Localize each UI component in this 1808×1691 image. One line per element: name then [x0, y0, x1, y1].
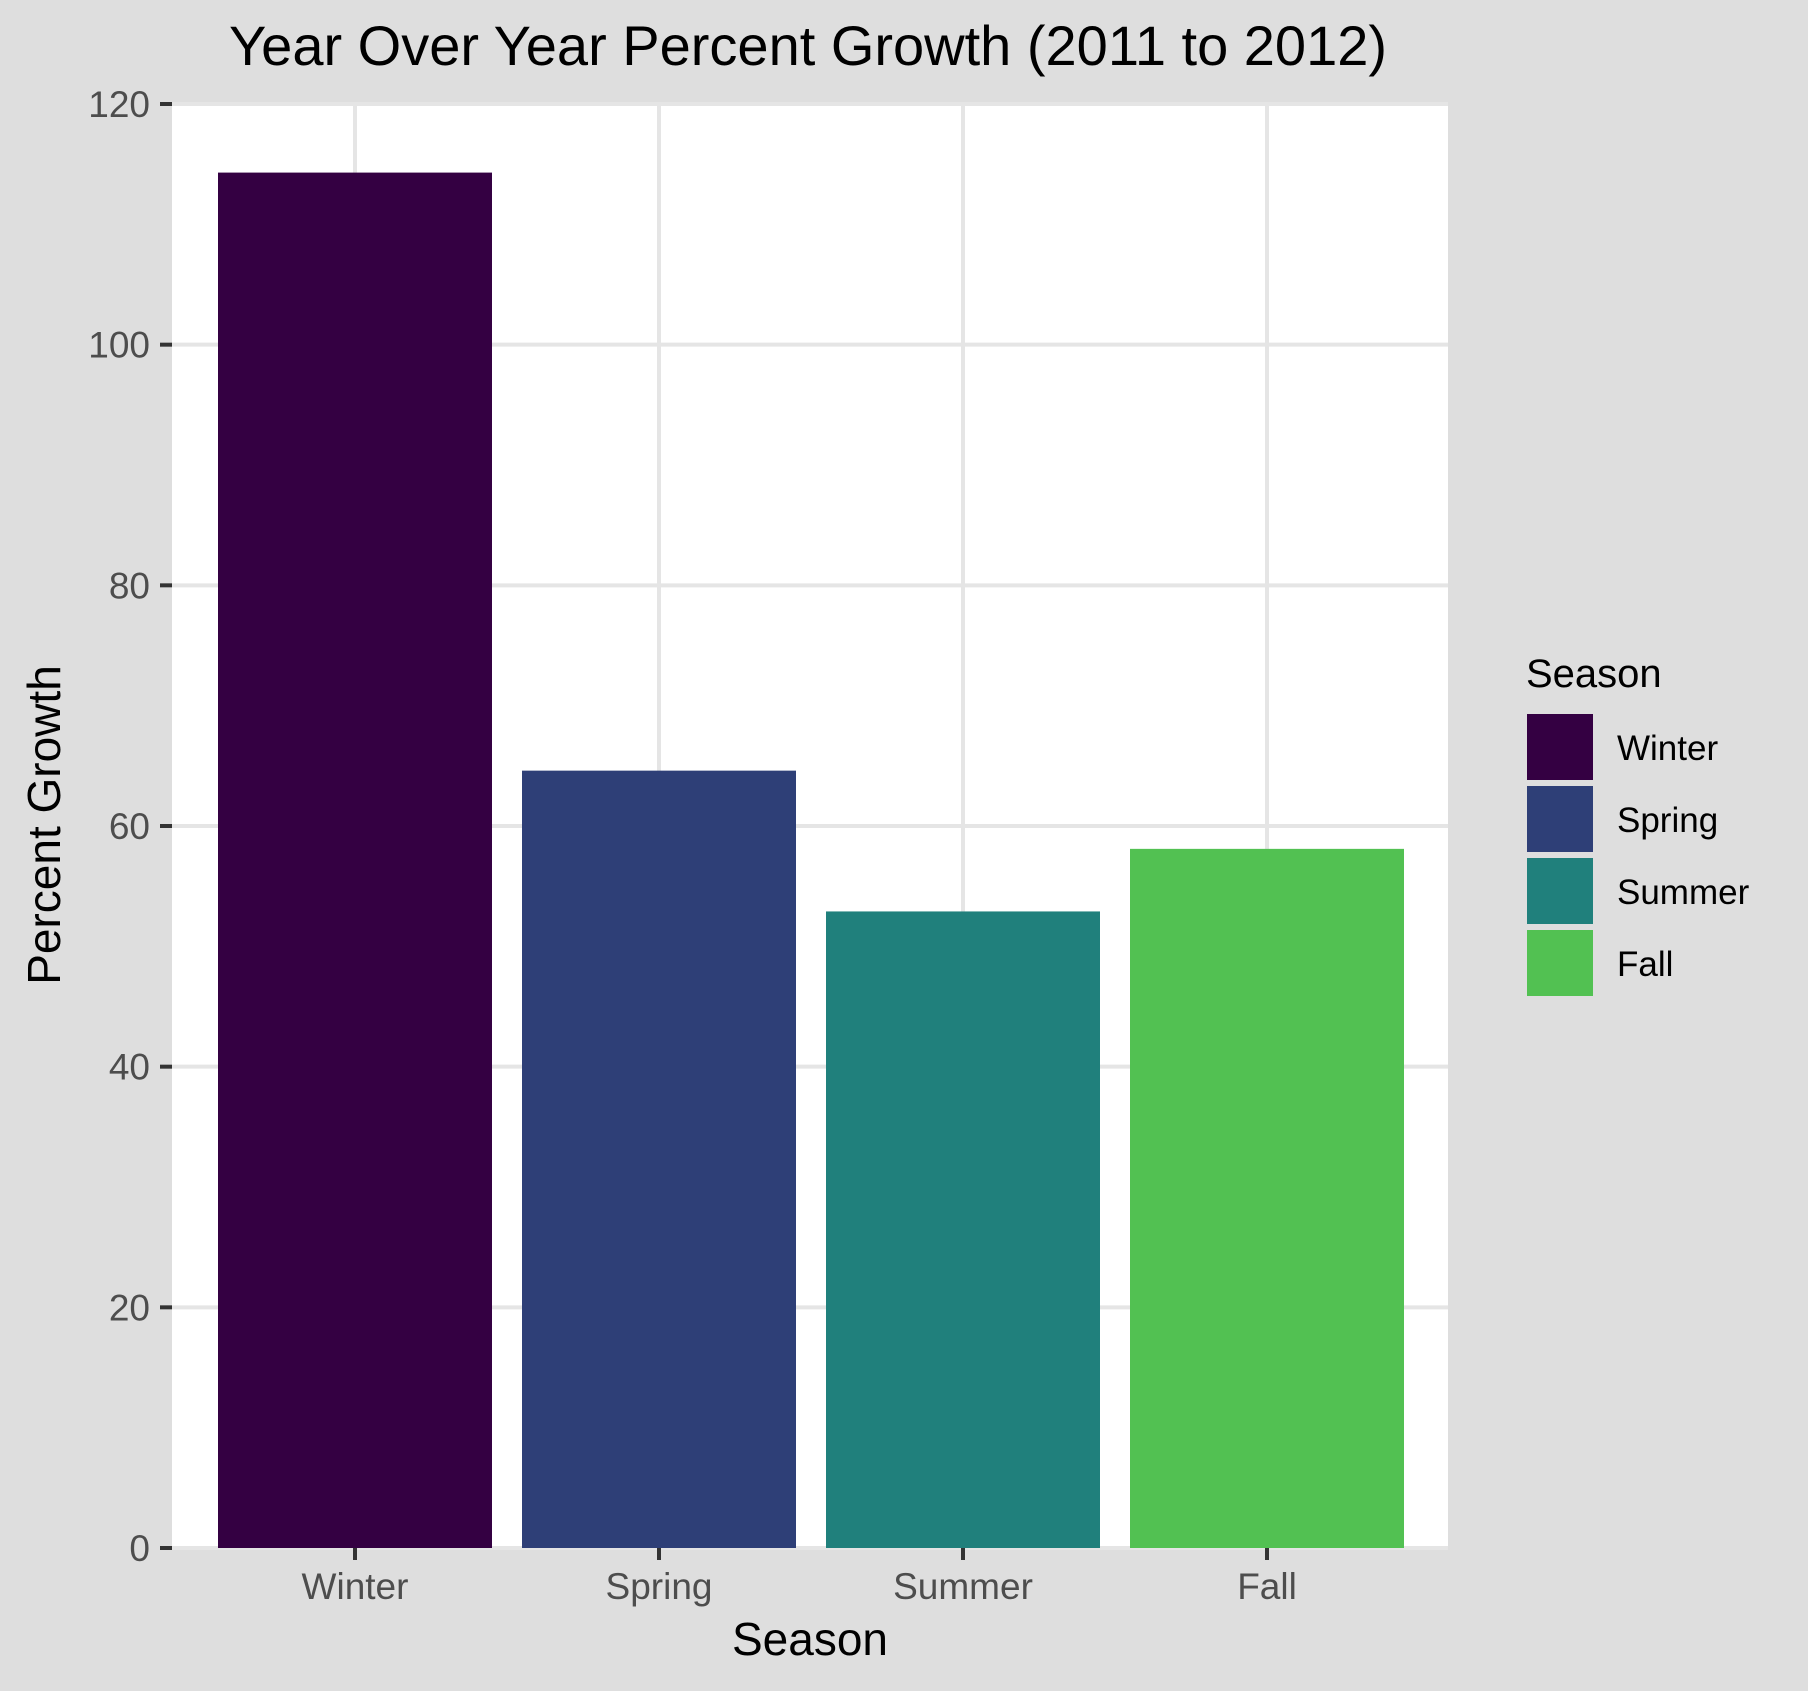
legend-label: Spring — [1617, 801, 1718, 840]
x-axis: Winter Spring Summer Fall — [302, 1548, 1297, 1607]
y-tick-label: 40 — [109, 1047, 150, 1088]
legend-title: Season — [1526, 652, 1662, 696]
legend-key-summer — [1527, 858, 1593, 924]
y-tick-label: 0 — [129, 1528, 150, 1569]
bars — [218, 172, 1404, 1549]
bar-summer — [826, 911, 1100, 1548]
bar-winter — [218, 172, 492, 1549]
legend-key-spring — [1527, 786, 1593, 852]
legend-label: Winter — [1617, 729, 1718, 768]
y-tick-label: 60 — [109, 806, 150, 847]
y-tick-label: 20 — [109, 1287, 150, 1328]
legend-key-fall — [1527, 930, 1593, 996]
bar-spring — [522, 770, 796, 1548]
legend-label: Fall — [1617, 945, 1673, 984]
chart-title: Year Over Year Percent Growth (2011 to 2… — [229, 14, 1387, 77]
y-tick-label: 80 — [109, 565, 150, 606]
y-axis: 0 20 40 60 80 100 120 — [88, 84, 172, 1569]
legend-key-winter — [1527, 714, 1593, 780]
x-tick-label: Winter — [302, 1566, 409, 1607]
y-tick-label: 120 — [88, 84, 150, 125]
legend: Season Winter Spring Summer Fall — [1526, 652, 1750, 996]
legend-label: Summer — [1617, 873, 1750, 912]
bar-fall — [1130, 848, 1404, 1548]
x-axis-title: Season — [732, 1613, 888, 1665]
x-tick-label: Summer — [893, 1566, 1033, 1607]
x-tick-label: Spring — [606, 1566, 713, 1607]
y-tick-label: 100 — [88, 325, 150, 366]
y-axis-title: Percent Growth — [18, 665, 70, 985]
x-tick-label: Fall — [1237, 1566, 1297, 1607]
